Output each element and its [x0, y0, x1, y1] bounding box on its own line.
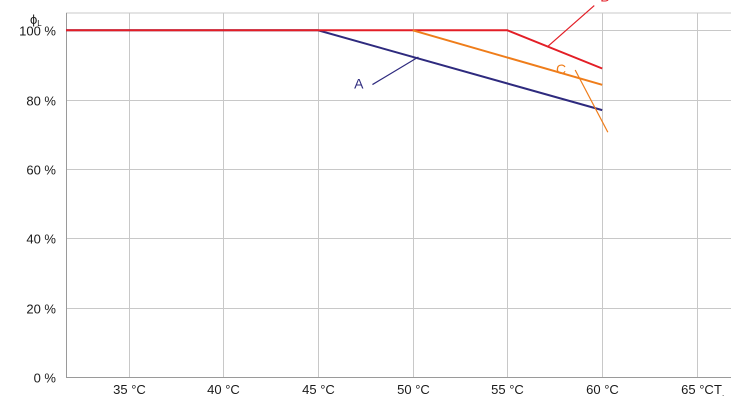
y-tick-label: 80 % [26, 94, 56, 109]
series-label-b: B [600, 0, 609, 5]
grid [66, 12, 731, 377]
y-axis-label: ϕL [30, 12, 42, 28]
tick-labels: 35 °C 40 °C 45 °C 50 °C 55 °C 60 °C 65 °C 0 % 20… [19, 24, 714, 397]
y-tick-label: 40 % [26, 232, 56, 247]
series-line-a [66, 29, 603, 112]
series-line-c [412, 29, 603, 86]
y-tick-label: 0 % [34, 371, 57, 386]
x-tick-label: 65 °C [681, 382, 714, 397]
axes [66, 13, 731, 378]
x-tick-label: 35 °C [113, 382, 146, 397]
y-tick-label: 60 % [26, 163, 56, 178]
series-line-b [66, 29, 603, 70]
series-label-a: A [354, 76, 364, 92]
x-tick-label: 50 °C [397, 382, 430, 397]
x-tick-label: 55 °C [491, 382, 524, 397]
series-annotations: A B C [354, 0, 610, 133]
leader-line-c [574, 69, 609, 133]
leader-line-b [546, 5, 595, 48]
y-tick-label: 20 % [26, 302, 56, 317]
series-label-c: C [556, 61, 566, 77]
series-lines [66, 29, 603, 112]
leader-line-a [372, 56, 419, 86]
x-tick-label: 40 °C [207, 382, 240, 397]
x-tick-label: 45 °C [302, 382, 335, 397]
x-tick-label: 60 °C [586, 382, 619, 397]
y-tick-label: 100 % [19, 24, 56, 39]
x-axis-label: T. [714, 382, 724, 397]
